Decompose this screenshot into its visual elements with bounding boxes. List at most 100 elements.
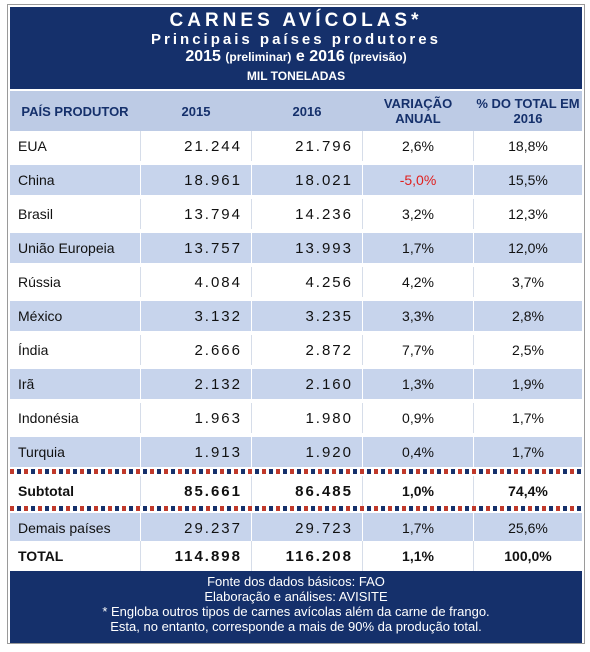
subtotal-row: Subtotal 85.661 86.485 1,0% 74,4% (10, 476, 582, 506)
column-divider (473, 131, 474, 161)
table-row: EUA 21.244 21.796 2,6% 18,8% (10, 131, 582, 161)
cell-country: EUA (18, 138, 47, 154)
column-divider (140, 541, 141, 571)
cell-var: 3,3% (402, 308, 434, 324)
cell-y2015: 1.913 (194, 443, 242, 461)
column-divider (140, 199, 141, 229)
column-divider (251, 335, 252, 365)
cell-y2016: 29.723 (295, 519, 353, 537)
column-divider (362, 403, 363, 433)
table-row: Índia 2.666 2.872 7,7% 2,5% (10, 335, 582, 365)
cell-y2015: 2.132 (194, 375, 242, 393)
column-divider (251, 165, 252, 195)
cell-y2015: 3.132 (194, 307, 242, 325)
table-row: China 18.961 18.021 -5,0% 15,5% (10, 165, 582, 195)
cell-y2016: 1.920 (305, 443, 353, 461)
cell-country: União Europeia (18, 240, 115, 256)
footer-credits: Elaboração e análises: AVISITE (204, 589, 388, 604)
cell-y2016: 13.993 (295, 239, 353, 257)
column-divider (473, 437, 474, 467)
cell-y2015: 29.237 (184, 519, 242, 537)
cell-country: TOTAL (18, 548, 64, 564)
column-divider (251, 476, 252, 506)
cell-y2016: 116.208 (285, 547, 353, 565)
table-row: México 3.132 3.235 3,3% 2,8% (10, 301, 582, 331)
column-divider (473, 199, 474, 229)
table-row: União Europeia 13.757 13.993 1,7% 12,0% (10, 233, 582, 263)
cell-country: Brasil (18, 206, 54, 222)
cell-share: 3,7% (512, 274, 544, 290)
column-divider (140, 301, 141, 331)
col-header-2015: 2015 (181, 103, 211, 119)
table-row: Turquia 1.913 1.920 0,4% 1,7% (10, 437, 582, 467)
column-divider (362, 267, 363, 297)
cell-country: Irã (18, 376, 35, 392)
column-divider (251, 513, 252, 543)
cell-country: Turquia (18, 444, 65, 460)
column-divider (140, 476, 141, 506)
cell-country: China (18, 172, 55, 188)
table-row: Rússia 4.084 4.256 4,2% 3,7% (10, 267, 582, 297)
column-divider (251, 131, 252, 161)
total-row: TOTAL 114.898 116.208 1,1% 100,0% (10, 541, 582, 571)
table-unit: MIL TONELADAS (246, 69, 346, 83)
column-divider (140, 335, 141, 365)
table-row: Brasil 13.794 14.236 3,2% 12,3% (10, 199, 582, 229)
column-divider (251, 541, 252, 571)
cell-share: 74,4% (508, 483, 548, 499)
cell-share: 15,5% (508, 172, 548, 188)
column-divider (473, 369, 474, 399)
year-2016-note: (previsão) (349, 50, 407, 64)
column-divider (473, 541, 474, 571)
cell-share: 25,6% (508, 520, 548, 536)
col-header-share: % DO TOTAL EM 2016 (476, 96, 580, 126)
table-subtitle: Principais países produtores (151, 31, 441, 48)
column-divider (473, 165, 474, 195)
cell-y2015: 1.963 (194, 409, 242, 427)
cell-y2015: 2.666 (194, 341, 242, 359)
column-divider (251, 199, 252, 229)
table-header: CARNES AVÍCOLAS* Principais países produ… (10, 7, 582, 89)
col-header-variation: VARIAÇÃO ANUAL (383, 96, 453, 126)
column-divider (140, 131, 141, 161)
column-divider (473, 233, 474, 263)
cell-y2015: 13.794 (184, 205, 242, 223)
cell-share: 1,7% (512, 410, 544, 426)
cell-y2016: 3.235 (305, 307, 353, 325)
cell-y2016: 86.485 (295, 482, 353, 500)
year-2015-note: (preliminar) (225, 50, 292, 64)
cell-y2015: 21.244 (184, 137, 242, 155)
cell-y2016: 1.980 (305, 409, 353, 427)
cell-y2015: 85.661 (184, 482, 242, 500)
years-conjunction: e (295, 48, 305, 65)
column-divider (473, 267, 474, 297)
row-separator (10, 506, 582, 511)
cell-var: 2,6% (402, 138, 434, 154)
column-divider (362, 335, 363, 365)
cell-var: 0,9% (402, 410, 434, 426)
column-divider (140, 165, 141, 195)
cell-var: 1,3% (402, 376, 434, 392)
column-divider (251, 233, 252, 263)
column-divider (140, 233, 141, 263)
column-divider (473, 513, 474, 543)
cell-country: Índia (18, 342, 49, 358)
column-divider (362, 233, 363, 263)
cell-y2015: 4.084 (194, 273, 242, 291)
column-divider (362, 165, 363, 195)
cell-share: 2,8% (512, 308, 544, 324)
column-divider (362, 476, 363, 506)
cell-var: 1,7% (402, 520, 434, 536)
cell-var: 1,7% (402, 240, 434, 256)
cell-y2015: 18.961 (184, 171, 242, 189)
column-divider (362, 131, 363, 161)
footer-note-2: Esta, no entanto, corresponde a mais de … (110, 619, 482, 634)
column-divider (473, 301, 474, 331)
cell-var: 7,7% (402, 342, 434, 358)
footer-note-1: * Engloba outros tipos de carnes avícola… (102, 604, 490, 619)
column-divider (362, 541, 363, 571)
table-row: Irã 2.132 2.160 1,3% 1,9% (10, 369, 582, 399)
cell-y2016: 4.256 (305, 273, 353, 291)
cell-y2016: 14.236 (295, 205, 353, 223)
column-divider (251, 403, 252, 433)
